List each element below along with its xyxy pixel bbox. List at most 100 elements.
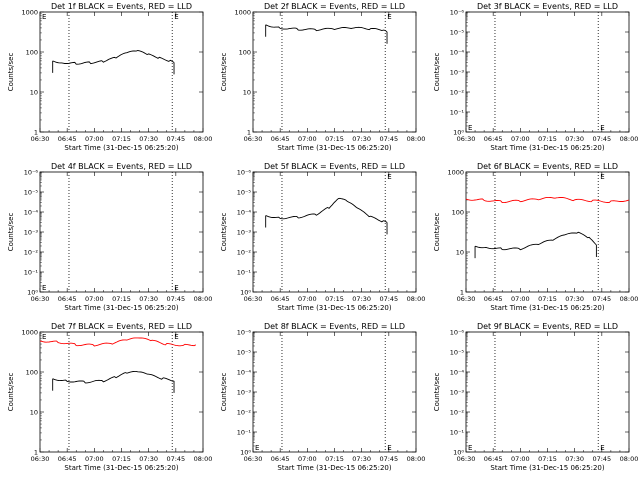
chart-svg: Det 7f BLACK = Events, RED = LLD 06:30 06:… — [7, 322, 212, 472]
y-tick-label: 10⁰ — [240, 449, 251, 457]
series-events — [52, 50, 175, 65]
y-tick-label: 1 — [247, 129, 251, 137]
y-tick-label: 10⁻⁴ — [237, 369, 252, 377]
chart-svg: Det 3f BLACK = Events, RED = LLD 06:30 06:… — [433, 2, 639, 152]
detector-panel-5: Det 5f BLACK = Events, RED = LLD 06:30 06:… — [213, 160, 426, 320]
series-events — [265, 197, 388, 223]
x-tick-label: 06:30 — [244, 455, 263, 463]
y-tick-label: 10⁻² — [237, 249, 252, 257]
y-tick-label: 10⁻⁵ — [450, 349, 465, 357]
x-tick-label: 07:30 — [139, 135, 158, 143]
x-tick-label: 07:30 — [352, 295, 371, 303]
x-tick-label: 06:45 — [271, 135, 290, 143]
chart-title: Det 8f BLACK = Events, RED = LLD — [264, 322, 405, 331]
y-axis-label: Counts/sec — [220, 213, 228, 252]
series-events — [474, 231, 597, 251]
x-tick-label: 06:30 — [457, 295, 476, 303]
chart-title: Det 1f BLACK = Events, RED = LLD — [51, 2, 192, 11]
chart-title: Det 3f BLACK = Events, RED = LLD — [477, 2, 618, 11]
x-tick-label: 07:45 — [379, 295, 398, 303]
chart-svg: Det 2f BLACK = Events, RED = LLD 06:30 06:… — [220, 2, 425, 152]
x-tick-label: 07:15 — [325, 135, 344, 143]
chart-svg: Det 4f BLACK = Events, RED = LLD 06:30 06:… — [7, 162, 212, 312]
detector-panel-4: Det 4f BLACK = Events, RED = LLD 06:30 06:… — [0, 160, 213, 320]
y-tick-label: 10⁻⁴ — [24, 209, 39, 217]
plot-frame — [39, 11, 204, 133]
y-axis-label: Counts/sec — [7, 53, 15, 92]
chart-svg: Det 6f BLACK = Events, RED = LLD 06:30 06:… — [433, 162, 638, 312]
y-tick-label: 10⁻² — [450, 89, 465, 97]
x-axis-label: Start Time (31-Dec-15 06:25:20) — [490, 304, 604, 312]
y-tick-label: 10⁻² — [450, 409, 465, 417]
y-tick-label: 1000 — [21, 9, 38, 17]
event-marker-label: E — [600, 444, 604, 452]
y-tick-label: 10⁻⁵ — [237, 189, 252, 197]
y-tick-label: 10⁻³ — [24, 229, 39, 237]
y-axis-label: Counts/sec — [433, 53, 441, 92]
x-tick-label: 07:45 — [379, 135, 398, 143]
y-tick-label: 10⁻⁴ — [450, 369, 465, 377]
event-marker-label: E — [600, 173, 604, 181]
chart-title: Det 2f BLACK = Events, RED = LLD — [264, 2, 405, 11]
detector-panel-8: Det 8f BLACK = Events, RED = LLD 06:30 06:… — [213, 320, 426, 480]
y-tick-label: 10⁻⁶ — [237, 169, 252, 177]
x-tick-label: 07:00 — [85, 455, 104, 463]
chart-title: Det 6f BLACK = Events, RED = LLD — [477, 162, 618, 171]
x-tick-label: 07:30 — [352, 135, 371, 143]
x-tick-label: 07:15 — [112, 455, 131, 463]
x-tick-label: 07:00 — [511, 295, 530, 303]
y-tick-label: 100 — [26, 369, 38, 377]
x-tick-label: 07:00 — [298, 295, 317, 303]
y-tick-label: 100 — [239, 49, 251, 57]
y-tick-label: 1 — [34, 129, 38, 137]
y-tick-label: 10⁻³ — [237, 389, 252, 397]
x-tick-label: 06:45 — [58, 135, 77, 143]
x-tick-label: 07:15 — [538, 455, 557, 463]
x-tick-label: 07:00 — [298, 455, 317, 463]
x-tick-label: 07:15 — [325, 455, 344, 463]
x-tick-label: 07:30 — [139, 295, 158, 303]
x-tick-label: 06:30 — [31, 135, 50, 143]
event-marker-label: E — [174, 13, 178, 21]
x-axis-label: Start Time (31-Dec-15 06:25:20) — [64, 144, 178, 152]
y-tick-label: 10⁻⁵ — [450, 29, 465, 37]
event-marker-label: E — [468, 124, 472, 132]
x-tick-label: 06:45 — [58, 455, 77, 463]
x-tick-label: 06:45 — [271, 455, 290, 463]
x-tick-label: 08:00 — [620, 135, 639, 143]
y-tick-label: 10⁻³ — [450, 69, 465, 77]
detector-panel-1: Det 1f BLACK = Events, RED = LLD 06:30 06:… — [0, 0, 213, 160]
chart-svg: Det 9f BLACK = Events, RED = LLD 06:30 06:… — [433, 322, 638, 472]
x-tick-label: 07:30 — [139, 455, 158, 463]
chart-title: Det 5f BLACK = Events, RED = LLD — [264, 162, 405, 171]
x-tick-label: 08:00 — [407, 455, 426, 463]
event-marker-label: E — [387, 173, 391, 181]
x-tick-label: 07:15 — [112, 135, 131, 143]
y-tick-label: 10⁻⁶ — [237, 329, 252, 337]
plot-frame — [39, 171, 204, 293]
event-marker-label: E — [387, 444, 391, 452]
series-events — [265, 24, 388, 33]
x-tick-label: 06:30 — [457, 135, 476, 143]
y-tick-label: 1 — [460, 289, 464, 297]
event-marker-label: E — [42, 333, 46, 341]
y-tick-label: 10⁰ — [453, 449, 464, 457]
y-tick-label: 1000 — [234, 9, 251, 17]
event-marker-label: E — [174, 333, 178, 341]
plot-frame — [465, 171, 630, 293]
x-tick-label: 07:45 — [166, 295, 185, 303]
x-axis-label: Start Time (31-Dec-15 06:25:20) — [277, 144, 391, 152]
event-marker-label: E — [387, 13, 391, 21]
x-tick-label: 06:45 — [271, 295, 290, 303]
y-axis-label: Counts/sec — [7, 373, 15, 412]
y-tick-label: 10⁻² — [24, 249, 39, 257]
plot-frame — [252, 331, 417, 453]
detector-panel-2: Det 2f BLACK = Events, RED = LLD 06:30 06:… — [213, 0, 426, 160]
x-tick-label: 06:30 — [31, 455, 50, 463]
chart-svg: Det 5f BLACK = Events, RED = LLD 06:30 06:… — [220, 162, 425, 312]
plot-frame — [252, 171, 417, 293]
plot-frame — [252, 11, 417, 133]
x-tick-label: 07:45 — [592, 135, 611, 143]
event-marker-label: E — [42, 13, 46, 21]
